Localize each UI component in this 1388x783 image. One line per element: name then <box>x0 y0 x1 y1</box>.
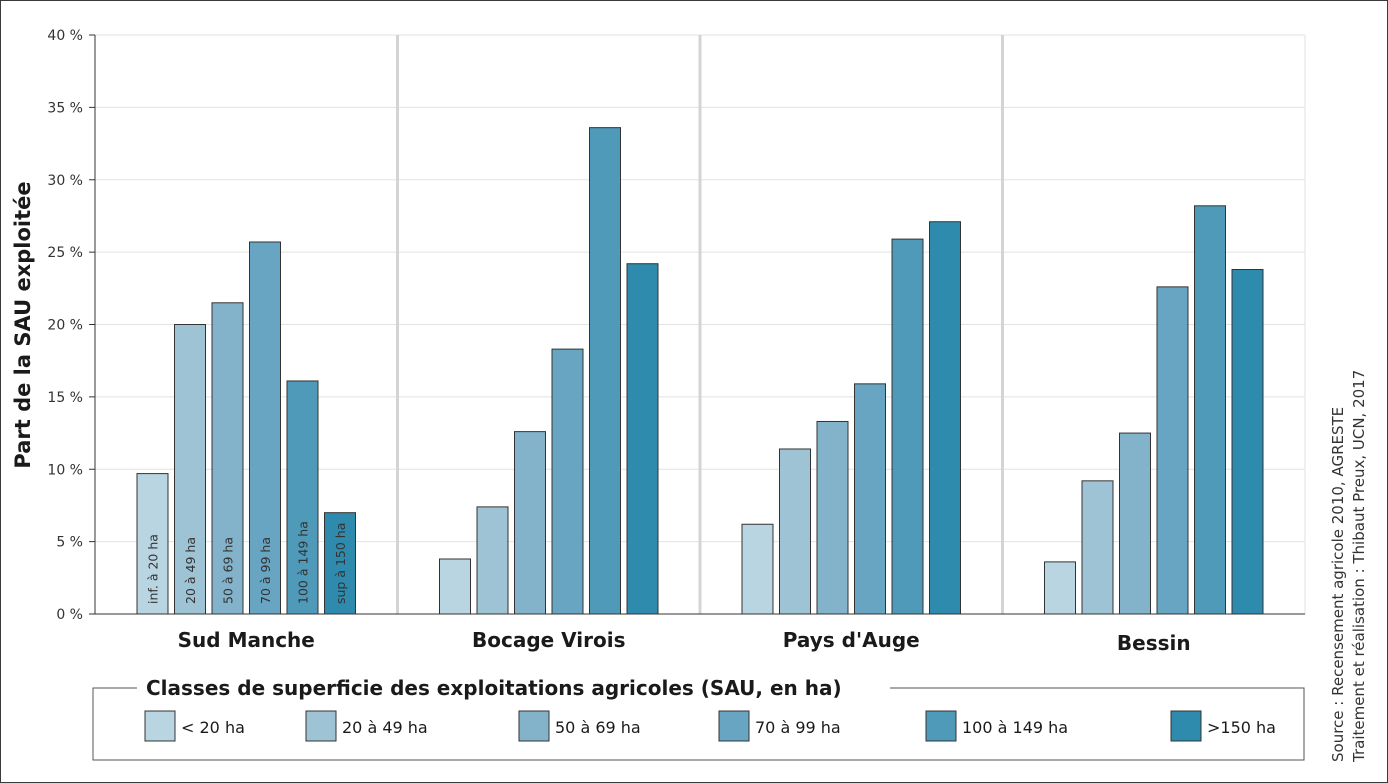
bar <box>1156 286 1189 615</box>
group-separators <box>396 35 1004 614</box>
bar <box>1194 205 1226 615</box>
bar <box>589 127 621 615</box>
legend-swatch <box>518 710 550 742</box>
legend: Classes de superficie des exploitations … <box>92 676 1305 761</box>
category-label: Sud Manche <box>178 628 315 652</box>
legend-swatch <box>1170 710 1202 742</box>
y-tick-label: 20 % <box>47 318 83 334</box>
legend-swatch <box>925 710 957 742</box>
legend-label: >150 ha <box>1207 718 1276 737</box>
bar <box>929 221 961 615</box>
bar <box>324 512 356 615</box>
bar-label: 50 à 69 ha <box>221 537 236 604</box>
y-tick-label: 15 % <box>47 390 83 406</box>
bar <box>551 348 584 615</box>
legend-label: 70 à 99 ha <box>755 718 841 737</box>
legend-swatch <box>144 710 176 742</box>
y-tick-label: 35 % <box>47 100 83 116</box>
bar <box>439 558 471 615</box>
credits-line: Traitement et réalisation : Thibaut Preu… <box>1350 370 1368 763</box>
legend-title: Classes de superficie des exploitations … <box>146 676 842 700</box>
legend-label: 100 à 149 ha <box>962 718 1068 737</box>
bar <box>816 420 849 615</box>
bar <box>1044 561 1076 615</box>
bar-label: inf. à 20 ha <box>146 534 161 604</box>
legend-swatch <box>718 710 750 742</box>
bar <box>286 380 319 615</box>
bar <box>1119 432 1151 615</box>
bar-label: 100 à 149 ha <box>296 521 311 604</box>
y-tick-label: 5 % <box>56 535 83 551</box>
bar <box>854 383 886 615</box>
legend-box <box>92 687 1305 761</box>
bar-label: 70 à 99 ha <box>258 537 273 604</box>
bar <box>891 238 924 615</box>
category-label: Pays d'Auge <box>783 628 920 652</box>
y-tick-label: 10 % <box>47 462 83 478</box>
y-axis-title: Part de la SAU exploitée <box>11 181 35 468</box>
bar <box>779 448 811 615</box>
category-label: Bocage Virois <box>472 628 626 652</box>
y-tick-label: 40 % <box>47 28 83 44</box>
axes <box>89 34 1305 615</box>
category-label: Bessin <box>1117 631 1191 655</box>
legend-swatch <box>305 710 337 742</box>
bar <box>1231 268 1264 615</box>
bar-label: sup à 150 ha <box>333 523 348 604</box>
bar <box>514 431 546 615</box>
bar <box>741 523 774 615</box>
source-line: Source : Recensement agricole 2010, AGRE… <box>1329 407 1347 762</box>
labels: 0 % 5 % 10 % 15 % 20 % 25 % 30 % 35 % 40 % inf. à… <box>11 28 1368 763</box>
legend-label: 20 à 49 ha <box>342 718 428 737</box>
bars <box>136 127 1264 615</box>
legend-label: < 20 ha <box>181 718 245 737</box>
y-tick-label: 0 % <box>56 607 83 623</box>
y-tick-label: 30 % <box>47 173 83 189</box>
y-tick-label: 25 % <box>47 245 83 261</box>
bar <box>626 263 659 615</box>
bar <box>476 506 509 615</box>
bar-label: 20 à 49 ha <box>183 537 198 604</box>
legend-label: 50 à 69 ha <box>555 718 641 737</box>
bar <box>1081 480 1114 615</box>
